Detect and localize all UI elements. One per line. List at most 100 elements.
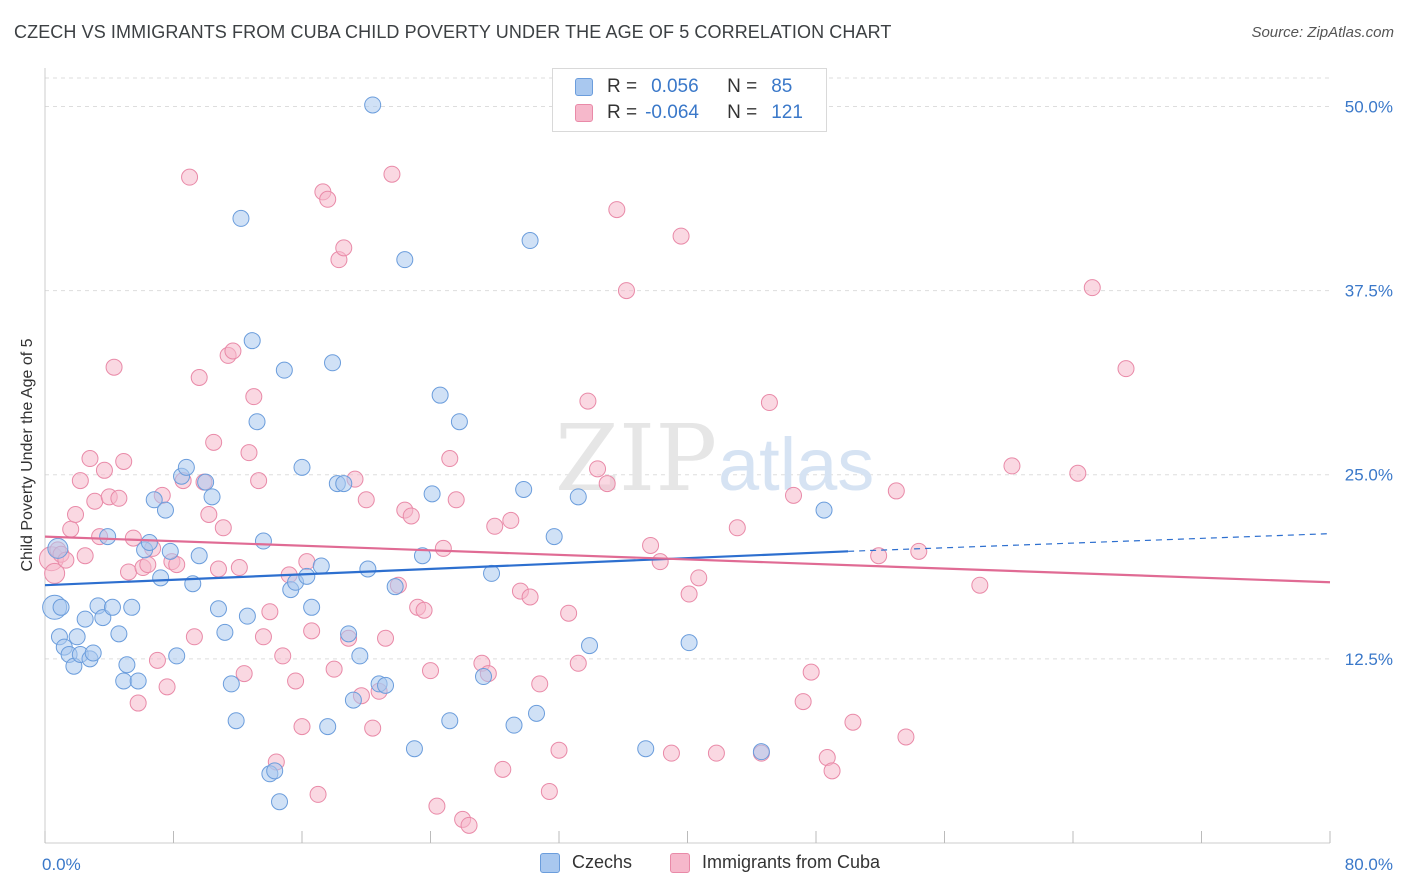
cuba-point: [185, 628, 203, 646]
czech-point: [152, 569, 170, 587]
czech-point: [238, 607, 256, 625]
cuba-point: [617, 282, 635, 300]
cuba-legend-label: Immigrants from Cuba: [702, 852, 881, 872]
cuba-point: [309, 785, 327, 803]
czech-point: [303, 598, 321, 616]
legend-r-value: 0.056: [651, 76, 699, 97]
czech-point: [450, 413, 468, 431]
cuba-point: [422, 662, 439, 680]
cuba-point: [120, 563, 138, 581]
czech-point: [405, 740, 423, 758]
cuba-point: [357, 491, 375, 509]
y-tick-label: 12.5%: [1345, 650, 1393, 669]
czech-point: [569, 488, 587, 506]
cuba-point: [823, 762, 841, 780]
cuba-point: [579, 392, 597, 410]
y-tick-label: 25.0%: [1345, 466, 1393, 485]
cuba-point: [1117, 360, 1135, 378]
cuba-point: [598, 475, 616, 493]
cuba-point: [274, 647, 292, 665]
cuba-point: [250, 472, 268, 490]
czech-point: [216, 623, 234, 641]
cuba-point: [139, 556, 157, 574]
czech-point: [483, 564, 501, 582]
legend-r-label: R =: [607, 102, 638, 123]
cuba-point: [728, 519, 746, 537]
x-tick-label: 80.0%: [1345, 855, 1393, 874]
cuba-point: [531, 675, 549, 693]
czech-trend-extension: [848, 533, 1331, 552]
cuba-point: [124, 529, 142, 547]
cuba-point: [887, 482, 905, 500]
czech-swatch: [575, 78, 593, 96]
legend-row-cuba: R = -0.064 N = 121: [575, 101, 803, 125]
czech-point: [386, 578, 404, 596]
czech-point: [752, 743, 770, 761]
czech-point: [243, 332, 261, 350]
cuba-point: [428, 797, 446, 815]
cuba-point: [325, 660, 343, 678]
czech-point: [271, 793, 289, 811]
czech-point: [197, 473, 215, 491]
cuba-point: [910, 542, 928, 560]
cuba-point: [209, 560, 227, 578]
cuba-point: [364, 719, 382, 737]
czech-point: [168, 647, 186, 665]
cuba-point: [785, 486, 803, 504]
czech-point: [47, 537, 69, 559]
cuba-point: [1003, 457, 1021, 475]
cuba-point: [240, 444, 258, 462]
cuba-point: [377, 629, 395, 647]
czech-point: [76, 610, 94, 628]
czech-point: [581, 637, 599, 655]
cuba-point: [971, 576, 989, 594]
cuba-trend-line: [44, 535, 1331, 584]
czech-point: [222, 675, 240, 693]
cuba-point: [569, 654, 587, 672]
czech-point: [52, 598, 70, 616]
czech-point: [177, 458, 195, 476]
czech-point: [123, 598, 141, 616]
czech-point: [156, 501, 174, 519]
cuba-point: [44, 562, 66, 584]
legend-r-label: R =: [607, 76, 638, 97]
cuba-point: [254, 628, 272, 646]
cuba-point: [707, 744, 725, 762]
czech-point: [140, 533, 158, 551]
czech-point: [293, 458, 311, 476]
czech-point: [190, 547, 208, 565]
stats-legend: R = 0.056 N = 85 R = -0.064 N = 121: [552, 68, 827, 132]
cuba-point: [870, 547, 888, 565]
cuba-point: [486, 517, 504, 535]
cuba-point: [415, 601, 433, 619]
czech-point: [359, 560, 377, 578]
cuba-point: [690, 569, 708, 587]
y-tick-label: 37.5%: [1345, 282, 1393, 301]
cuba-point: [190, 369, 208, 387]
czech-legend-label: Czechs: [572, 852, 633, 872]
cuba-point: [672, 227, 690, 245]
cuba-point: [521, 588, 539, 606]
czech-point: [351, 647, 369, 665]
cuba-point: [214, 519, 232, 537]
czech-point: [254, 532, 272, 550]
czech-point: [209, 600, 227, 618]
czech-point: [298, 567, 316, 585]
cuba-point: [319, 190, 337, 208]
cuba-point: [115, 452, 133, 470]
cuba-point: [434, 539, 452, 557]
czech-point: [431, 386, 449, 404]
czech-point: [145, 491, 163, 509]
cuba-point: [158, 678, 176, 696]
cuba-point: [224, 342, 242, 360]
cuba-point: [794, 693, 812, 711]
czech-point: [99, 528, 117, 546]
cuba-points: [38, 165, 1135, 834]
legend-n-label: N =: [727, 102, 758, 123]
czech-point: [203, 488, 221, 506]
czech-point: [515, 480, 533, 498]
cuba-point: [589, 460, 607, 478]
czech-point: [110, 625, 128, 643]
cuba-point: [540, 782, 558, 800]
